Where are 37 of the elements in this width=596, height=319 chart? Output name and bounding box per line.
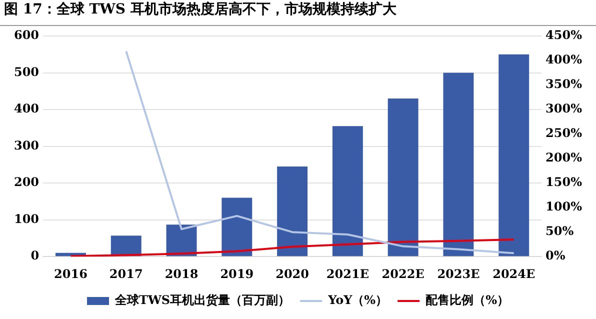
bar <box>277 166 308 256</box>
legend-label: YoY（%） <box>327 293 388 308</box>
bar <box>443 72 474 256</box>
y-tick-label: 200 <box>14 175 40 190</box>
x-tick-label: 2020 <box>276 266 309 281</box>
bar <box>388 98 418 256</box>
y2-tick-label: 400% <box>546 52 583 67</box>
y-tick-label: 500 <box>14 64 40 79</box>
bar <box>222 198 252 256</box>
x-tick-label: 2016 <box>54 266 88 281</box>
legend-label: 配售比例（%） <box>426 293 509 308</box>
y2-tick-label: 250% <box>546 126 583 140</box>
y-tick-label: 100 <box>14 212 40 226</box>
x-tick-label: 2024E <box>492 266 536 281</box>
y2-tick-label: 0% <box>546 248 566 263</box>
chart-title: 图 17：全球 TWS 耳机市场热度居高不下，市场规模持续扩大 <box>4 0 398 18</box>
x-tick-label: 2022E <box>382 266 424 281</box>
x-tick-label: 2017 <box>109 266 143 281</box>
y2-tick-label: 150% <box>546 175 583 190</box>
y2-tick-label: 100% <box>546 200 583 214</box>
bar <box>110 236 142 256</box>
y-tick-label: 600 <box>14 28 40 42</box>
y2-tick-label: 350% <box>546 77 583 92</box>
y-tick-label: 0 <box>30 248 40 263</box>
legend-label: 全球TWS耳机出货量（百万副） <box>114 293 290 308</box>
x-tick-label: 2018 <box>164 266 198 281</box>
x-tick-label: 2019 <box>220 266 254 281</box>
bar <box>498 54 530 256</box>
bar <box>332 126 363 256</box>
y2-tick-label: 300% <box>546 102 583 116</box>
y-tick-label: 300 <box>14 138 40 152</box>
x-tick-label: 2023E <box>437 266 480 281</box>
y2-tick-label: 200% <box>546 150 583 165</box>
y-tick-label: 400 <box>14 102 40 116</box>
x-tick-label: 2021E <box>326 266 369 281</box>
y2-tick-label: 50% <box>546 224 574 238</box>
y2-tick-label: 450% <box>546 28 583 42</box>
